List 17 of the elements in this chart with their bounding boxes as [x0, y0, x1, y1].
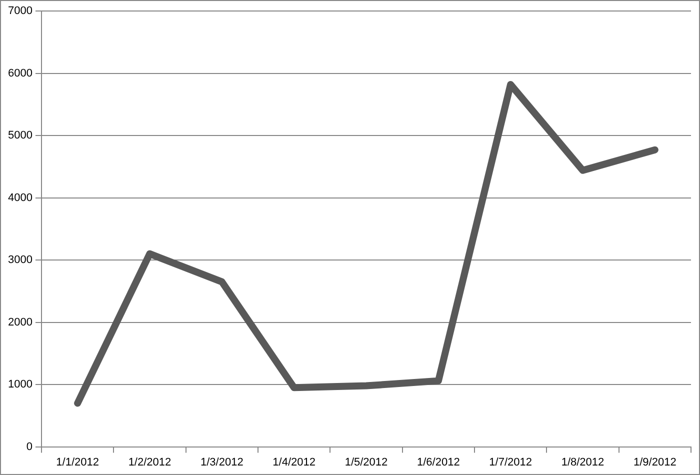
x-tick-label: 1/5/2012 [344, 456, 388, 468]
y-tick-label: 5000 [8, 130, 32, 142]
y-tick-label: 4000 [8, 192, 32, 204]
x-tick-label: 1/4/2012 [272, 456, 316, 468]
y-tick-label: 6000 [8, 67, 32, 80]
y-tick-label: 2000 [8, 316, 32, 328]
x-tick-label: 1/7/2012 [489, 456, 532, 468]
y-tick-label: 0 [26, 440, 32, 453]
x-tick-label: 1/3/2012 [200, 456, 244, 468]
x-tick-label: 1/9/2012 [634, 456, 676, 468]
x-tick-label: 1/6/2012 [416, 456, 460, 468]
y-tick-label: 3000 [8, 254, 32, 266]
y-tick-label: 7000 [8, 5, 32, 18]
y-tick-label: 1000 [8, 378, 32, 391]
x-tick-label: 1/2/2012 [128, 456, 172, 468]
x-tick-label: 1/8/2012 [561, 456, 604, 468]
x-tick-label: 1/1/2012 [56, 456, 99, 468]
